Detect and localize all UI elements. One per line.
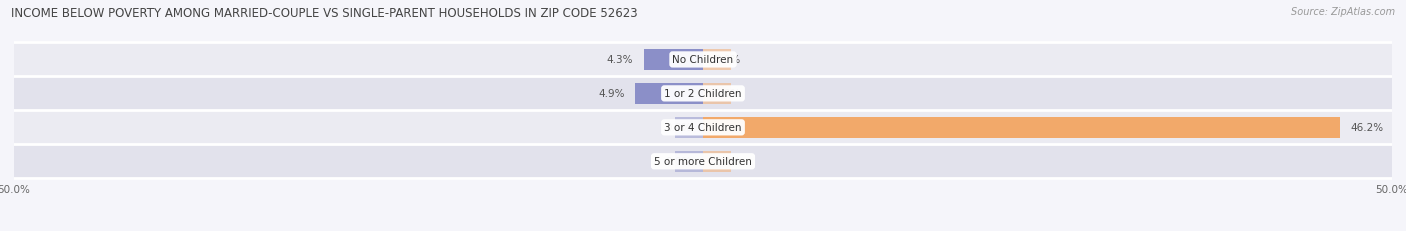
Bar <box>14 145 1392 179</box>
Text: 0.0%: 0.0% <box>714 55 741 65</box>
Bar <box>703 117 1340 138</box>
Text: 0.0%: 0.0% <box>714 157 741 167</box>
Text: 4.9%: 4.9% <box>598 89 624 99</box>
Bar <box>636 83 703 104</box>
Bar <box>703 151 731 172</box>
Text: 0.0%: 0.0% <box>665 157 692 167</box>
Bar <box>703 83 731 104</box>
Bar <box>14 77 1392 111</box>
Text: 46.2%: 46.2% <box>1351 123 1384 133</box>
Text: 0.0%: 0.0% <box>665 123 692 133</box>
Bar <box>675 151 703 172</box>
Bar <box>675 117 703 138</box>
Bar <box>703 50 731 71</box>
Bar <box>14 43 1392 77</box>
Text: 1 or 2 Children: 1 or 2 Children <box>664 89 742 99</box>
Text: No Children: No Children <box>672 55 734 65</box>
Text: 5 or more Children: 5 or more Children <box>654 157 752 167</box>
Text: Source: ZipAtlas.com: Source: ZipAtlas.com <box>1291 7 1395 17</box>
Text: 3 or 4 Children: 3 or 4 Children <box>664 123 742 133</box>
Text: INCOME BELOW POVERTY AMONG MARRIED-COUPLE VS SINGLE-PARENT HOUSEHOLDS IN ZIP COD: INCOME BELOW POVERTY AMONG MARRIED-COUPL… <box>11 7 638 20</box>
Text: 4.3%: 4.3% <box>606 55 633 65</box>
Bar <box>14 111 1392 145</box>
Bar <box>644 50 703 71</box>
Text: 0.0%: 0.0% <box>714 89 741 99</box>
